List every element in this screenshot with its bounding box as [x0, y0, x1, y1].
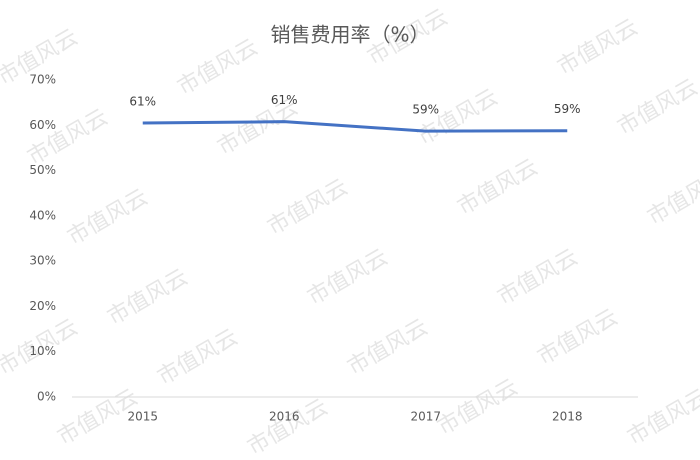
y-tick-label: 10%: [29, 344, 56, 358]
data-label: 61%: [271, 93, 298, 107]
x-tick-label: 2016: [269, 410, 300, 424]
x-tick-label: 2017: [410, 410, 441, 424]
x-tick-label: 2015: [127, 410, 158, 424]
data-label: 59%: [554, 102, 581, 116]
line: [142, 120, 568, 133]
y-tick-label: 0%: [37, 390, 56, 404]
x-tick-label: 2018: [552, 410, 583, 424]
y-tick-label: 20%: [29, 299, 56, 313]
data-label: 61%: [129, 95, 156, 109]
y-tick-label: 50%: [29, 163, 56, 177]
y-tick-label: 70%: [29, 73, 56, 87]
y-tick-label: 30%: [29, 254, 56, 268]
chart-title: 销售费用率（%）: [270, 23, 429, 47]
data-label: 59%: [412, 103, 439, 117]
y-tick-label: 40%: [29, 208, 56, 222]
y-tick-label: 60%: [29, 118, 56, 132]
